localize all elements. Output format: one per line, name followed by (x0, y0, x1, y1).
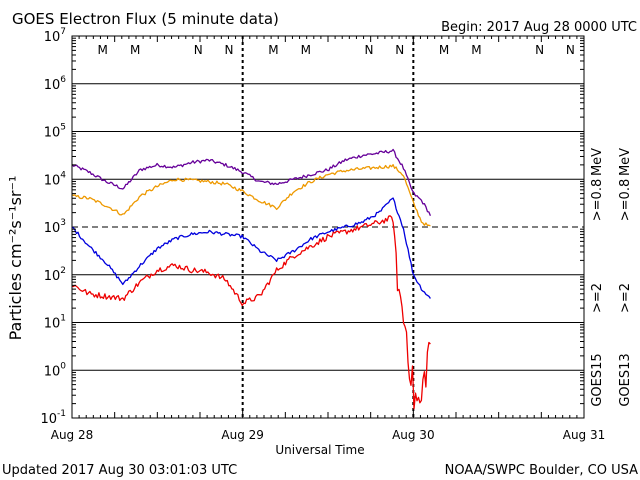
day-divider-lines (241, 36, 415, 418)
updated-timestamp: Updated 2017 Aug 30 03:01:03 UTC (2, 463, 237, 478)
x-tick-label-aug-28: Aug 28 (51, 428, 94, 442)
legend-goes15: GOES15 (590, 353, 605, 406)
marker-n-7: N (395, 43, 404, 57)
marker-n-11: N (566, 43, 575, 57)
gridlines (72, 35, 584, 419)
marker-n-6: N (364, 43, 373, 57)
x-tick-labels: Aug 28 Aug 29 Aug 30 Aug 31 (51, 428, 606, 442)
y-tick-label-6: 106 (44, 75, 67, 93)
y-tick-label-7: 107 (44, 27, 66, 45)
x-tick-label-aug-29: Aug 29 (221, 428, 264, 442)
x-tick-label-aug-30: Aug 30 (392, 428, 435, 442)
legend-unit-2: MeV (618, 148, 633, 176)
legend-goes13-08mev: >=0.8 (618, 179, 633, 221)
y-tick-label-1: 101 (44, 314, 66, 332)
legend-goes13-2mev: >=2 (618, 283, 633, 313)
series-legend: GOES15 GOES13 >=2 >=2 >=0.8 >=0.8 MeV Me… (590, 148, 633, 407)
series-goes13-2-mev (71, 215, 431, 410)
data-series (71, 148, 432, 410)
series-goes15-0-8-mev (71, 148, 432, 217)
y-tick-label--1: 10-1 (40, 409, 66, 427)
series-goes15-2-mev (71, 197, 431, 299)
legend-goes15-2mev: >=2 (590, 283, 605, 313)
legend-unit-1: MeV (590, 148, 605, 176)
y-axis-label: Particles cm⁻²s⁻¹sr⁻¹ (6, 176, 25, 341)
y-tick-label-3: 103 (44, 218, 66, 236)
y-tick-label-4: 104 (44, 170, 67, 188)
series-goes13-0-8-mev (71, 164, 431, 227)
marker-m-0: M (98, 43, 108, 57)
y-tick-labels: 107 106 105 104 103 102 101 100 10-1 (40, 27, 66, 427)
x-tick-label-aug-31: Aug 31 (563, 428, 606, 442)
chart-title: GOES Electron Flux (5 minute data) (12, 10, 279, 28)
marker-n-3: N (225, 43, 234, 57)
marker-m-4: M (268, 43, 278, 57)
marker-m-8: M (439, 43, 449, 57)
marker-m-9: M (471, 43, 481, 57)
marker-n-10: N (535, 43, 544, 57)
marker-m-5: M (301, 43, 311, 57)
marker-m-1: M (130, 43, 140, 57)
legend-goes13: GOES13 (618, 353, 633, 406)
y-tick-label-2: 102 (44, 266, 66, 284)
y-tick-label-5: 105 (44, 123, 66, 141)
legend-goes15-08mev: >=0.8 (590, 179, 605, 221)
y-tick-label-0: 100 (44, 361, 67, 379)
credit-label: NOAA/SWPC Boulder, CO USA (445, 463, 638, 478)
axis-ticks (71, 36, 585, 418)
begin-label: Begin: 2017 Aug 28 0000 UTC (441, 20, 637, 35)
x-axis-label: Universal Time (275, 443, 364, 457)
marker-n-2: N (194, 43, 203, 57)
